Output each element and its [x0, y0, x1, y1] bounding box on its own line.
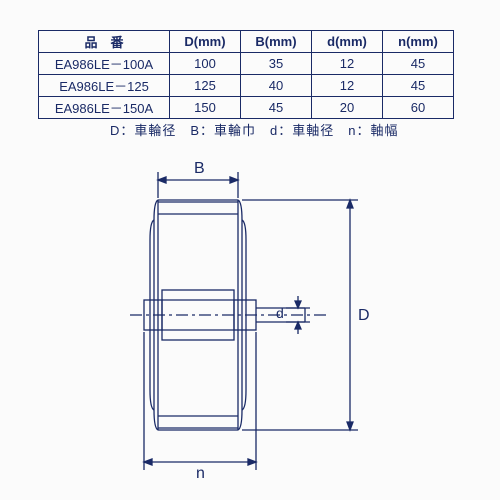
cell-part: EA986LE－100A [39, 53, 170, 75]
col-header-d: d(mm) [312, 31, 383, 53]
cell-D: 100 [170, 53, 241, 75]
spec-table-container: 品 番 D(mm) B(mm) d(mm) n(mm) EA986LE－100A… [38, 30, 454, 119]
legend-text: D：車輪径 B：車輪巾 d：車軸径 n：軸幅 [110, 120, 399, 139]
cell-part: EA986LE－125 [39, 75, 170, 97]
table-row: EA986LE－100A 100 35 12 45 [39, 53, 454, 75]
wheel-diagram: B d [100, 140, 430, 490]
label-d: d [276, 305, 284, 321]
table-header-row: 品 番 D(mm) B(mm) d(mm) n(mm) [39, 31, 454, 53]
table-row: EA986LE－125 125 40 12 45 [39, 75, 454, 97]
cell-B: 45 [241, 97, 312, 119]
col-header-n: n(mm) [383, 31, 454, 53]
cell-D: 125 [170, 75, 241, 97]
col-header-D: D(mm) [170, 31, 241, 53]
label-B: B [194, 160, 205, 177]
cell-part: EA986LE－150A [39, 97, 170, 119]
cell-D: 150 [170, 97, 241, 119]
cell-n: 60 [383, 97, 454, 119]
label-D: D [358, 307, 370, 324]
col-header-B: B(mm) [241, 31, 312, 53]
cell-n: 45 [383, 53, 454, 75]
cell-B: 35 [241, 53, 312, 75]
table-row: EA986LE－150A 150 45 20 60 [39, 97, 454, 119]
spec-table: 品 番 D(mm) B(mm) d(mm) n(mm) EA986LE－100A… [38, 30, 454, 119]
cell-d: 20 [312, 97, 383, 119]
cell-n: 45 [383, 75, 454, 97]
cell-d: 12 [312, 53, 383, 75]
cell-d: 12 [312, 75, 383, 97]
label-n: n [196, 465, 205, 482]
col-header-part: 品 番 [39, 31, 170, 53]
cell-B: 40 [241, 75, 312, 97]
